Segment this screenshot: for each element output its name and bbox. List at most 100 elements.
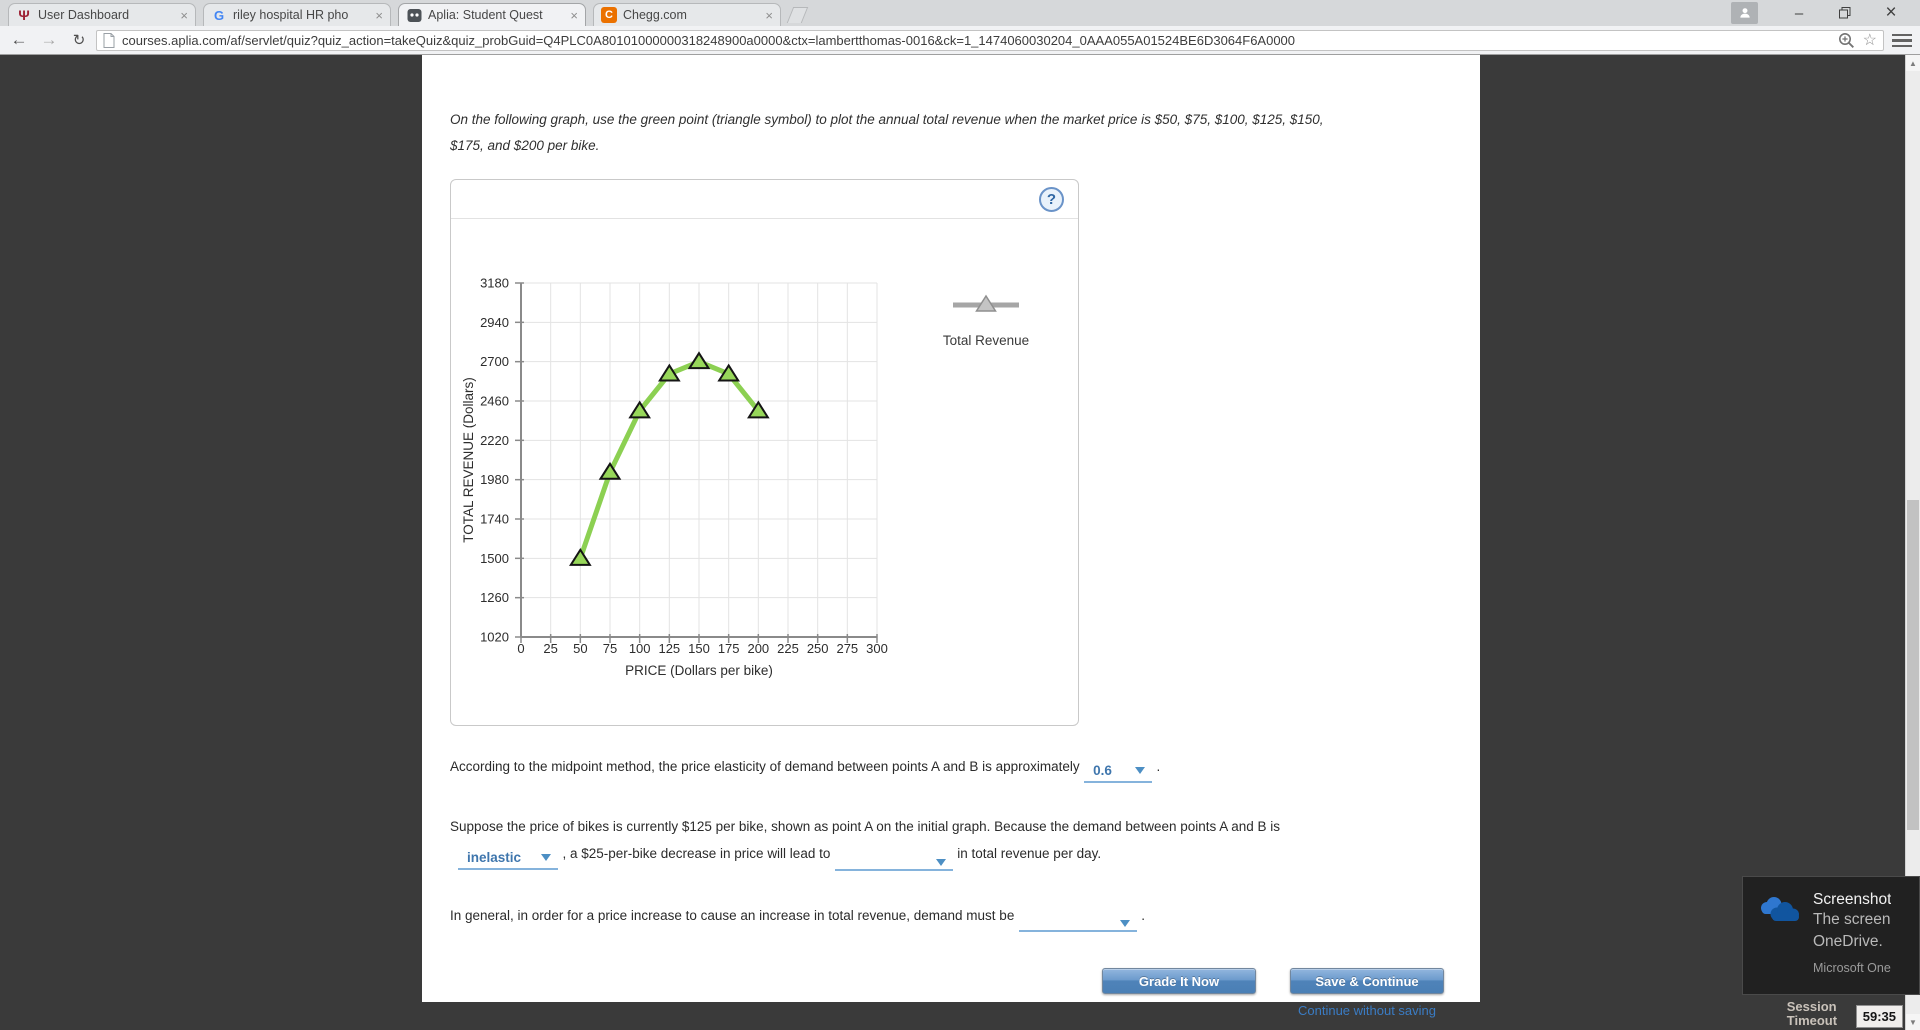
scroll-up-button[interactable]: ▲ — [1906, 55, 1920, 71]
toast-body-line: The screen — [1813, 911, 1891, 928]
graph-panel: ? 1020 1260 1500 1740 1980 2220 2460 2700 2940 31… — [450, 179, 1079, 726]
question-1: According to the midpoint method, the pr… — [450, 758, 1460, 783]
grade-it-now-button[interactable]: Grade It Now — [1102, 968, 1256, 994]
tab-bar: Ψ User Dashboard × G riley hospital HR p… — [0, 0, 1920, 26]
page-viewport: On the following graph, use the green po… — [0, 55, 1920, 1030]
question-3: In general, in order for a price increas… — [450, 907, 1460, 932]
revenue-point[interactable] — [747, 400, 770, 419]
minimize-button[interactable]: – — [1794, 4, 1804, 22]
svg-text:75: 75 — [603, 641, 617, 656]
dropdown-arrow-icon — [935, 858, 946, 866]
aplia-icon — [406, 7, 422, 23]
tab-chegg[interactable]: C Chegg.com × — [593, 3, 781, 26]
svg-text:1740: 1740 — [480, 512, 509, 527]
graph-panel-header: ? — [451, 180, 1078, 219]
revenue-change-dropdown[interactable] — [834, 858, 953, 871]
svg-text:3180: 3180 — [480, 276, 509, 291]
svg-text:2700: 2700 — [480, 354, 509, 369]
new-tab-button[interactable] — [786, 7, 809, 23]
svg-text:1500: 1500 — [480, 551, 509, 566]
tab-title: User Dashboard — [38, 8, 130, 22]
save-continue-button[interactable]: Save & Continue — [1290, 968, 1444, 994]
help-button[interactable]: ? — [1039, 187, 1064, 212]
chegg-icon: C — [601, 7, 617, 23]
continue-without-saving-link[interactable]: Continue without saving — [1297, 1003, 1437, 1018]
maximize-button[interactable] — [1822, 1, 1868, 25]
page-icon — [103, 33, 115, 48]
close-button[interactable]: × — [1885, 2, 1897, 23]
bookmark-star-icon[interactable]: ☆ — [1862, 31, 1877, 49]
dropdown-arrow-icon — [541, 854, 551, 861]
reload-button[interactable]: ↻ — [72, 32, 86, 49]
quiz-page: On the following graph, use the green po… — [422, 55, 1480, 1018]
tab-aplia-active[interactable]: Aplia: Student Quest × — [398, 3, 586, 26]
person-icon — [1739, 8, 1750, 18]
revenue-point[interactable] — [658, 363, 681, 382]
revenue-point[interactable] — [569, 547, 592, 566]
tab-close-icon[interactable]: × — [375, 7, 383, 23]
revenue-point[interactable] — [598, 461, 622, 480]
svg-text:225: 225 — [777, 641, 799, 656]
svg-text:2940: 2940 — [480, 315, 509, 330]
url-bar[interactable]: courses.aplia.com/af/servlet/quiz?quiz_a… — [96, 30, 1884, 51]
revenue-point[interactable] — [628, 400, 651, 419]
svg-text:175: 175 — [718, 641, 740, 656]
tab-title: riley hospital HR pho — [233, 8, 349, 22]
zoom-icon[interactable] — [1838, 32, 1855, 49]
svg-text:50: 50 — [573, 641, 587, 656]
svg-text:1260: 1260 — [480, 590, 509, 605]
tab-riley-hospital[interactable]: G riley hospital HR pho × — [203, 3, 391, 26]
svg-text:250: 250 — [807, 641, 829, 656]
revenue-point[interactable] — [717, 363, 740, 382]
dropdown-arrow-icon — [1135, 767, 1146, 774]
session-timer: 59:35 — [1855, 1005, 1903, 1028]
instruction-text: On the following graph, use the green po… — [450, 112, 1324, 153]
tab-close-icon[interactable]: × — [765, 7, 773, 23]
svg-text:200: 200 — [747, 641, 769, 656]
restore-icon — [1839, 7, 1851, 19]
svg-text:300: 300 — [866, 641, 888, 656]
scroll-down-button[interactable]: ▼ — [1906, 1014, 1920, 1030]
svg-text:0: 0 — [517, 641, 524, 656]
url-text: courses.aplia.com/af/servlet/quiz?quiz_a… — [122, 33, 1296, 48]
question-2: Suppose the price of bikes is currently … — [450, 819, 1460, 871]
tab-close-icon[interactable]: × — [180, 7, 188, 23]
svg-text:100: 100 — [629, 641, 651, 656]
revenue-chart-svg[interactable]: 1020126015001740198022202460270029403180… — [451, 219, 1078, 720]
svg-text:1020: 1020 — [480, 630, 509, 645]
onedrive-icon — [1761, 897, 1799, 921]
svg-text:2460: 2460 — [480, 394, 509, 409]
svg-text:150: 150 — [688, 641, 710, 656]
menu-button[interactable] — [1892, 32, 1912, 49]
onedrive-notification[interactable]: Screenshot The screen OneDrive. Microsof… — [1742, 876, 1920, 995]
session-timeout-widget: Session Timeout 59:35 — [1787, 1000, 1903, 1028]
x-axis-title: PRICE (Dollars per bike) — [625, 663, 773, 678]
google-icon: G — [213, 7, 225, 23]
legend-marker — [975, 294, 997, 312]
browser-toolbar: ← → ↻ courses.aplia.com/af/servlet/quiz?… — [0, 26, 1920, 55]
toast-title: Screenshot — [1813, 891, 1892, 908]
elasticity-dropdown[interactable]: 0.6 — [1084, 763, 1153, 783]
session-timeout-label: Session Timeout — [1786, 999, 1838, 1028]
iu-trident-icon: Ψ — [18, 7, 30, 23]
forward-button[interactable]: → — [40, 30, 58, 49]
svg-text:275: 275 — [836, 641, 858, 656]
tab-close-icon[interactable]: × — [570, 7, 578, 23]
scroll-thumb[interactable] — [1907, 500, 1919, 830]
browser-chrome: Ψ User Dashboard × G riley hospital HR p… — [0, 0, 1920, 55]
tab-title: Chegg.com — [623, 8, 687, 22]
profile-button[interactable] — [1731, 2, 1758, 24]
back-button[interactable]: ← — [10, 30, 28, 49]
tab-user-dashboard[interactable]: Ψ User Dashboard × — [8, 3, 196, 26]
toast-body-line: OneDrive. — [1813, 933, 1883, 950]
svg-text:1980: 1980 — [480, 472, 509, 487]
svg-text:2220: 2220 — [480, 433, 509, 448]
toast-footer: Microsoft One — [1813, 961, 1891, 975]
y-axis-title: TOTAL REVENUE (Dollars) — [461, 377, 476, 543]
revenue-point[interactable] — [687, 351, 711, 370]
tab-title: Aplia: Student Quest — [428, 8, 543, 22]
demand-type-dropdown[interactable]: inelastic — [458, 850, 558, 870]
demand-requirement-dropdown[interactable] — [1018, 920, 1137, 932]
legend-label: Total Revenue — [943, 333, 1029, 348]
scrollbar[interactable]: ▲ ▼ — [1905, 55, 1920, 1030]
